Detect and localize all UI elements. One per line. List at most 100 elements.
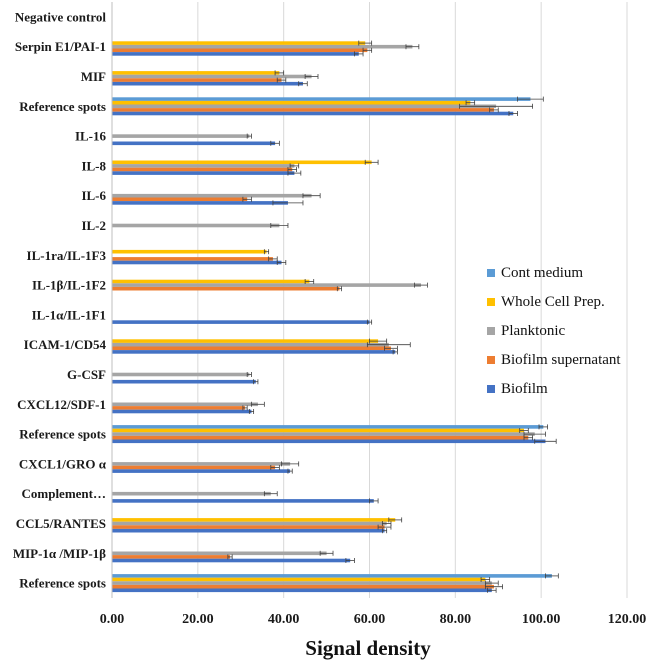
category-labels: Negative control Serpin E1/PAI-1 MIF Refere…: [13, 9, 107, 590]
bar: [112, 555, 231, 559]
x-tick-label: 40.00: [268, 612, 300, 627]
legend: Cont medium Whole Cell Prep. Planktonic Bio…: [487, 265, 621, 397]
bar: [112, 402, 258, 407]
bar: [112, 525, 385, 529]
bar: [112, 379, 256, 384]
category-label: CXCL12/SDF-1: [17, 397, 106, 412]
bar: [112, 588, 492, 593]
bar: [112, 499, 374, 503]
category-label: Reference spots: [19, 576, 106, 591]
bar: [112, 201, 288, 205]
category-label: IL-8: [81, 158, 106, 173]
bar: [112, 551, 327, 556]
category-label: Serpin E1/PAI-1: [15, 39, 106, 54]
bar: [112, 491, 271, 496]
bar: [112, 432, 535, 436]
bar: [112, 171, 295, 175]
bar: [112, 439, 546, 444]
bar: [112, 141, 276, 146]
bar: [112, 44, 413, 49]
bar: [112, 465, 276, 470]
bar: [112, 249, 267, 254]
bar: [112, 372, 250, 377]
bar: [112, 97, 531, 101]
bar: [112, 78, 282, 82]
legend-label: Cont medium: [501, 265, 583, 281]
bar: [112, 558, 351, 563]
category-label: MIP-1α /MIP-1β: [13, 546, 106, 561]
bar: [112, 350, 396, 354]
x-tick-label: 80.00: [440, 612, 472, 627]
bar: [112, 283, 421, 287]
bar: [112, 48, 368, 53]
legend-label: Biofilm: [501, 381, 548, 397]
category-label: ICAM-1/CD54: [24, 337, 107, 352]
bar: [112, 81, 303, 86]
category-label: IL-1α/IL-1F1: [32, 307, 106, 322]
bar: [112, 286, 340, 291]
bar: [112, 223, 280, 228]
bar: [112, 160, 372, 165]
bar: [112, 469, 291, 473]
bar: [112, 409, 252, 414]
bar: [112, 104, 497, 109]
category-label: IL-1β/IL-1F2: [32, 278, 106, 293]
bar: [112, 584, 494, 589]
bar: [112, 521, 387, 526]
category-label: IL-2: [81, 218, 106, 233]
x-tick-label: 60.00: [354, 612, 386, 627]
category-label: Reference spots: [19, 99, 106, 114]
bar: [112, 111, 514, 116]
bar: [112, 100, 471, 105]
x-tick-label: 100.00: [522, 612, 561, 627]
bar: [112, 518, 396, 522]
x-tick-labels: 0.00 20.00 40.00 60.00 80.00 100.00 120.00: [100, 612, 647, 627]
bar: [112, 320, 370, 324]
bar: [112, 257, 273, 261]
bar: [112, 167, 293, 172]
legend-swatch: [487, 269, 495, 277]
legend-label: Biofilm supernatant: [501, 352, 621, 368]
x-tick-label: 120.00: [608, 612, 647, 627]
bar: [112, 574, 552, 578]
bar: [112, 71, 280, 75]
bar: [112, 528, 385, 533]
category-label: Reference spots: [19, 427, 106, 442]
category-label: MIF: [81, 69, 106, 84]
bar: [112, 339, 379, 343]
category-label: IL-16: [75, 129, 107, 144]
legend-swatch: [487, 356, 495, 364]
bar: [112, 346, 391, 351]
x-tick-label: 20.00: [182, 612, 214, 627]
bar: [112, 74, 312, 79]
category-label: G-CSF: [67, 367, 106, 382]
bar: [112, 260, 282, 265]
category-label: CCL5/RANTES: [16, 516, 106, 531]
error-bars: [227, 40, 559, 593]
legend-label: Whole Cell Prep.: [501, 294, 605, 310]
bar: [112, 108, 494, 112]
category-label: Negative control: [15, 9, 106, 24]
bar: [112, 134, 250, 138]
bar: [112, 435, 529, 440]
bar: [112, 406, 246, 410]
bar: [112, 193, 312, 198]
bar: [112, 164, 295, 168]
bar: [112, 52, 359, 56]
bars: [112, 41, 552, 593]
legend-swatch: [487, 298, 495, 306]
bar: [112, 581, 492, 585]
bar: [112, 428, 524, 433]
bar: [112, 197, 248, 202]
bar: [112, 462, 291, 466]
bar: [112, 279, 310, 284]
category-label: IL-6: [81, 188, 106, 203]
legend-swatch: [487, 327, 495, 335]
bar: [112, 577, 486, 582]
bar: [112, 342, 389, 347]
legend-label: Planktonic: [501, 323, 566, 339]
bar: [112, 41, 366, 45]
category-label: CXCL1/GRO α: [19, 456, 107, 471]
x-tick-label: 0.00: [100, 612, 125, 627]
